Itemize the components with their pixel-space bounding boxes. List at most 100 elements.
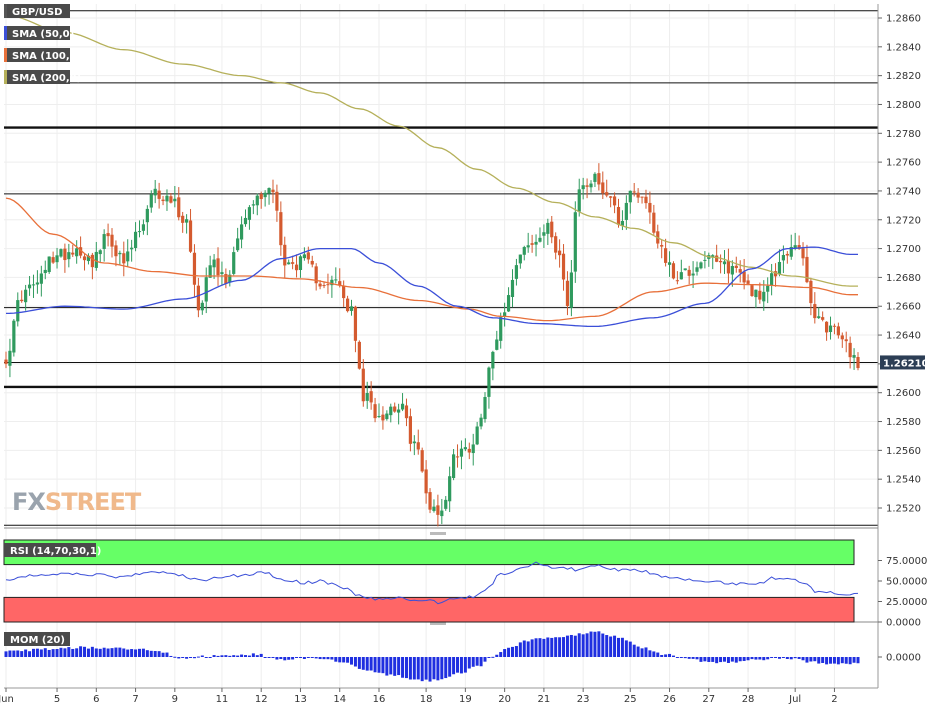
candle-body <box>188 220 193 252</box>
legend-box <box>4 4 70 18</box>
candle-body <box>322 285 326 287</box>
momentum-bar <box>208 657 212 658</box>
momentum-bar <box>440 657 444 680</box>
momentum-bar <box>67 647 71 657</box>
legend-box <box>4 70 70 84</box>
candle-body <box>133 231 138 248</box>
momentum-bar <box>200 655 204 657</box>
momentum-bar <box>507 647 511 657</box>
momentum-bar <box>357 657 361 669</box>
momentum-bar <box>585 633 589 657</box>
time-tick-label: 13 <box>294 694 307 705</box>
momentum-bar <box>295 657 299 658</box>
momentum-bar <box>526 641 530 657</box>
legend-label: SMA (100,0) <box>12 51 81 62</box>
candle-body <box>110 234 114 247</box>
candle-body <box>24 289 28 303</box>
momentum-bar <box>569 634 573 657</box>
candle-body <box>526 245 530 248</box>
candle-body <box>345 298 350 312</box>
momentum-bar <box>624 640 628 657</box>
momentum-bar <box>12 650 16 657</box>
candle-body <box>601 182 605 194</box>
momentum-bar <box>161 652 165 657</box>
candle-body <box>263 192 267 198</box>
candle-body <box>612 196 617 206</box>
momentum-bar <box>428 657 432 682</box>
candle-body <box>314 266 318 284</box>
candle-body <box>228 274 232 283</box>
momentum-bar <box>652 651 656 657</box>
candle-body <box>444 499 448 509</box>
momentum-bar <box>514 646 518 657</box>
momentum-bar <box>130 649 134 657</box>
momentum-bar <box>636 646 640 657</box>
momentum-bar <box>719 657 723 663</box>
momentum-bar <box>189 657 193 658</box>
momentum-bar <box>196 656 200 658</box>
candle-body <box>90 254 94 268</box>
momentum-bar <box>683 657 687 659</box>
resize-handle <box>430 532 446 535</box>
momentum-bar <box>542 638 546 657</box>
candle-body <box>597 173 601 185</box>
legend-color-swatch <box>4 48 7 62</box>
candle-body <box>628 190 632 203</box>
candle-body <box>67 252 71 260</box>
current-price-label: 1.26210 <box>883 358 927 369</box>
momentum-bar <box>668 653 672 657</box>
candle-body <box>63 248 67 261</box>
momentum-bar <box>644 647 648 657</box>
time-tick-label: 27 <box>702 694 715 705</box>
time-tick-label: 9 <box>172 694 178 705</box>
candle-body <box>98 250 102 255</box>
rsi-tick-label: 0.0000 <box>886 618 921 629</box>
candle-body <box>361 368 365 402</box>
candle-body <box>809 280 813 304</box>
momentum-bar <box>565 635 569 657</box>
candle-body <box>400 403 405 410</box>
candle-body <box>510 279 515 298</box>
momentum-bar <box>432 657 436 680</box>
price-tick-label: 1.2580 <box>886 417 921 428</box>
momentum-bar <box>620 637 624 657</box>
time-tick-label: 11 <box>216 694 229 705</box>
candle-body <box>542 232 546 236</box>
candle-body <box>196 285 200 311</box>
candle-body <box>620 220 625 226</box>
momentum-bar <box>350 657 354 665</box>
candle-body <box>212 259 216 268</box>
momentum-bar <box>381 657 385 674</box>
candle-body <box>373 404 377 419</box>
momentum-bar <box>145 650 149 657</box>
momentum-bar <box>675 657 679 658</box>
candle-body <box>754 289 758 298</box>
candle-body <box>777 261 782 275</box>
legend-label: SMA (200,0) <box>12 73 81 84</box>
momentum-bar <box>291 657 295 660</box>
momentum-bar <box>236 655 240 657</box>
momentum-bar <box>63 648 67 657</box>
momentum-bar <box>660 654 664 657</box>
momentum-bar <box>165 652 169 657</box>
momentum-bar <box>789 657 793 660</box>
candle-body <box>428 492 432 510</box>
momentum-bar <box>671 655 675 657</box>
candle-body <box>475 426 479 445</box>
momentum-bar <box>817 657 821 664</box>
candle-body <box>762 291 766 302</box>
candle-body <box>294 264 299 271</box>
momentum-bar <box>832 657 836 664</box>
momentum-bar <box>412 657 416 680</box>
candle-body <box>624 202 628 220</box>
candle-body <box>31 284 36 286</box>
momentum-bar <box>836 657 840 665</box>
momentum-bar <box>83 646 87 657</box>
momentum-bar <box>777 657 781 659</box>
time-tick-label: 21 <box>538 694 551 705</box>
momentum-bar <box>8 650 12 657</box>
momentum-bar <box>90 646 94 657</box>
momentum-bar <box>106 648 110 657</box>
momentum-bar <box>283 657 287 661</box>
candle-body <box>648 202 652 213</box>
